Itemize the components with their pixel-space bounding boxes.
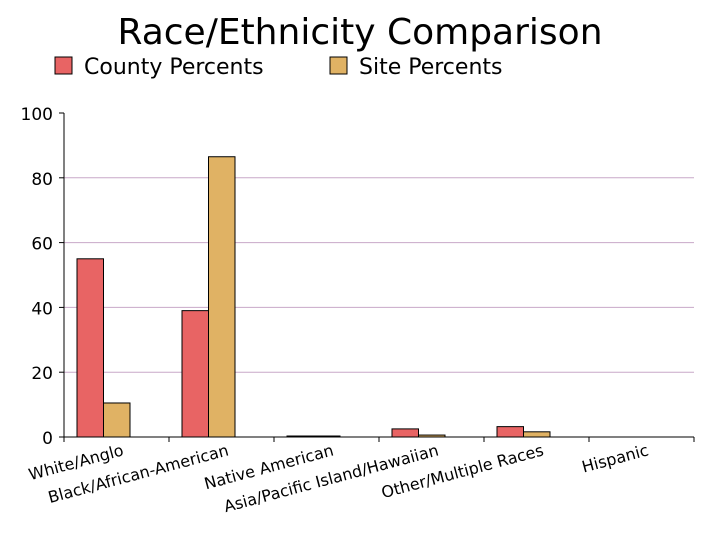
bar-county-0 <box>76 258 104 438</box>
y-tick-label: 40 <box>31 299 53 319</box>
bar-county-3 <box>391 428 419 438</box>
chart-title: Race/Ethnicity Comparison <box>117 12 602 53</box>
x-tick-labels: White/AngloBlack/African-AmericanNative … <box>27 441 651 517</box>
axes <box>63 113 695 442</box>
y-tick-label: 100 <box>21 105 53 125</box>
bar-county-1 <box>181 310 209 438</box>
bar-county-4 <box>496 426 524 438</box>
legend: County Percents Site Percents <box>54 55 502 80</box>
bar-site-4 <box>523 431 551 438</box>
y-tick-label: 20 <box>31 364 53 384</box>
legend-label-county: County Percents <box>84 55 264 80</box>
bars <box>76 156 551 438</box>
bar-site-1 <box>208 156 236 438</box>
y-tick-labels: 0 20 40 60 80 100 <box>21 105 64 449</box>
bar-site-0 <box>103 402 131 438</box>
legend-swatch-site <box>329 56 348 75</box>
legend-swatch-county <box>54 56 73 75</box>
legend-label-site: Site Percents <box>359 55 502 80</box>
y-tick-label: 0 <box>42 429 53 449</box>
y-tick-label: 80 <box>31 170 53 190</box>
x-tick-label: Hispanic <box>580 441 651 477</box>
y-tick-label: 60 <box>31 235 53 255</box>
gridlines <box>64 177 694 373</box>
